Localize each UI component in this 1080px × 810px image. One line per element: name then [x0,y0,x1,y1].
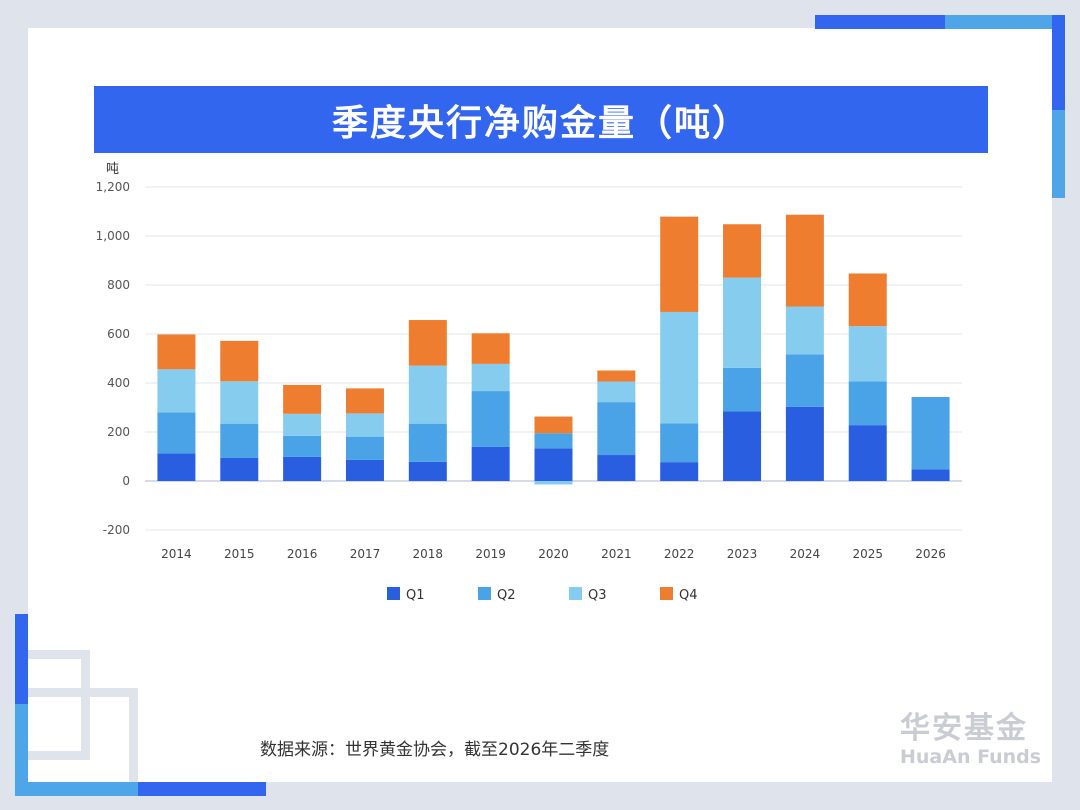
bar-q3-2019 [471,363,510,392]
x-tick-label: 2020 [538,547,569,561]
bar-q3-2025 [848,326,887,382]
huaan-funds-logo: 华安基金 HuaAn Funds [900,711,1050,769]
y-tick-label: 1,200 [96,180,130,194]
bar-q3-2017 [345,413,384,437]
x-tick-label: 2021 [601,547,632,561]
bar-q3-2022 [660,311,699,424]
bar-q2-2015 [220,423,259,458]
bar-q1-2017 [345,459,384,481]
legend-label-q4: Q4 [679,588,698,603]
legend-label-q3: Q3 [588,588,607,603]
legend-label-q1: Q1 [406,588,425,603]
legend-swatch-q4 [660,587,673,600]
logo-name-cn: 华安基金 [900,711,1028,746]
y-tick-label: 600 [107,327,130,341]
bar-q3-2021 [597,381,636,403]
bar-q4-2014 [157,334,196,370]
bar-q2-2014 [157,412,196,454]
right-accent-bar [1052,15,1065,110]
bar-q4-2025 [848,273,887,327]
bar-q4-2021 [597,370,636,382]
y-tick-label: 400 [107,376,130,390]
x-tick-label: 2018 [413,547,444,561]
bar-q2-2017 [345,436,384,460]
bar-q2-2020 [534,433,573,449]
bar-q2-2023 [723,367,762,412]
left-accent-bar-light [15,704,28,796]
bar-q2-2021 [597,402,636,456]
y-tick-label: 800 [107,278,130,292]
x-tick-label: 2025 [852,547,883,561]
legend-label-q2: Q2 [497,588,516,603]
bottom-accent-bar-dark [138,782,266,796]
bar-q2-2019 [471,391,510,447]
x-tick-label: 2017 [350,547,381,561]
bar-q1-2014 [157,453,196,481]
x-tick-label: 2022 [664,547,695,561]
bar-q3-2020 [534,481,573,485]
chart-title: 季度央行净购金量（吨） [331,102,750,144]
bar-q2-2024 [785,354,824,407]
x-tick-label: 2024 [790,547,821,561]
bar-q3-2023 [723,277,762,368]
bottom-accent-bar [28,782,138,796]
bar-q1-2019 [471,446,510,481]
top-right-accent-bar-light [945,15,1065,29]
x-tick-label: 2015 [224,547,255,561]
bar-q4-2019 [471,333,510,364]
bar-q2-2022 [660,423,699,463]
data-source-note: 数据来源：世界黄金协会，截至2026年二季度 [260,740,610,760]
corner-frame-square-2 [28,688,138,782]
bar-q1-2020 [534,448,573,481]
bar-q4-2023 [723,224,762,278]
x-tick-label: 2016 [287,547,318,561]
bar-q1-2023 [723,411,762,481]
x-tick-label: 2014 [161,547,192,561]
bar-q3-2024 [785,306,824,355]
legend-swatch-q1 [387,587,400,600]
bar-q2-2016 [283,435,322,457]
y-tick-label: -200 [103,523,130,537]
y-axis-unit-label: 吨 [106,162,119,177]
bar-q3-2018 [408,365,447,424]
bar-q2-2025 [848,381,887,426]
x-tick-label: 2026 [915,547,946,561]
bar-q4-2024 [785,214,824,307]
bar-q1-2026 [911,469,950,481]
bar-q3-2016 [283,413,322,436]
right-accent-bar-light [1052,110,1065,198]
bar-q2-2018 [408,423,447,462]
bar-q3-2014 [157,369,196,413]
bar-q4-2022 [660,216,699,312]
bar-q3-2015 [220,381,259,424]
title-banner: 季度央行净购金量（吨） [94,86,988,153]
bar-q1-2024 [785,406,824,481]
bar-q4-2017 [345,388,384,414]
logo-name-en: HuaAn Funds [900,746,1042,768]
left-accent-bar [15,614,28,704]
y-tick-label: 200 [107,425,130,439]
x-tick-label: 2023 [727,547,758,561]
bar-q1-2018 [408,461,447,481]
bar-q1-2021 [597,455,636,481]
bar-q4-2016 [283,384,322,414]
bar-q1-2025 [848,425,887,481]
bar-q1-2016 [283,456,322,481]
legend-swatch-q3 [569,587,582,600]
y-tick-label: 0 [122,474,130,488]
x-tick-label: 2019 [475,547,506,561]
top-right-accent-bar [815,15,945,29]
bar-q4-2020 [534,416,573,434]
legend-swatch-q2 [478,587,491,600]
bar-q1-2015 [220,457,259,481]
bar-q4-2018 [408,320,447,366]
bar-q2-2026 [911,396,950,470]
bar-q4-2015 [220,340,259,382]
bar-q1-2022 [660,462,699,481]
corner-frame-square-1 [28,650,90,760]
y-tick-label: 1,000 [96,229,130,243]
